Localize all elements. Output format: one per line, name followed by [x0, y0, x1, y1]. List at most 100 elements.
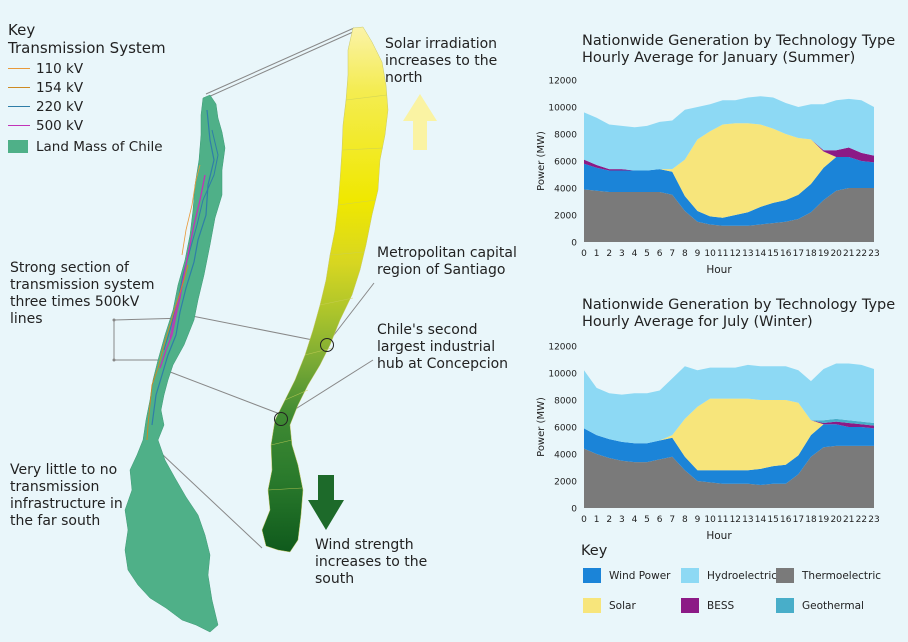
x-tick-label: 22 — [856, 515, 867, 525]
x-tick-label: 3 — [619, 249, 625, 259]
connector-lines — [113, 27, 375, 549]
key-item-land-mass: Land Mass of Chile — [8, 137, 166, 156]
far-south-annotation: Very little to no transmission infrastru… — [10, 462, 123, 530]
chart-1-title: Nationwide Generation by Technology Type… — [582, 33, 895, 67]
legend-label: Hydroelectric — [707, 569, 778, 582]
annotation-line: infrastructure in — [10, 496, 123, 512]
x-tick-label: 18 — [805, 515, 817, 525]
x-tick-label: 9 — [695, 249, 701, 259]
chart-2-title: Nationwide Generation by Technology Type… — [582, 297, 895, 331]
chart-title-line: Nationwide Generation by Technology Type — [582, 33, 896, 49]
key-item-label: 500 kV — [36, 117, 84, 134]
annotation-line: region of Santiago — [377, 262, 506, 278]
key-title: Key — [8, 21, 36, 39]
chart-subtitle-line: Hourly Average for January (Summer) — [582, 50, 856, 66]
santiago-pointer — [329, 282, 375, 341]
chart-title-line: Nationwide Generation by Technology Type — [582, 297, 896, 313]
y-axis-label: Power (MW) — [536, 131, 547, 191]
chile-maps — [112, 26, 437, 633]
x-tick-label: 4 — [632, 249, 638, 259]
y-tick-label: 10000 — [548, 104, 577, 114]
y-tick-label: 8000 — [554, 397, 577, 407]
annotation-line: increases to the — [315, 554, 428, 570]
strong-section-annotation: Strong section of transmission system th… — [10, 260, 155, 328]
area-geothermal — [584, 398, 874, 444]
x-tick-label: 14 — [755, 249, 767, 259]
y-tick-label: 12000 — [548, 343, 577, 353]
line-220kv — [151, 109, 215, 426]
x-tick-label: 7 — [669, 249, 675, 259]
area-thermoelectric — [584, 188, 874, 242]
top-connector-b — [205, 31, 354, 99]
x-tick-label: 5 — [644, 515, 650, 525]
thermoelectric-swatch — [776, 568, 794, 583]
top-connector-a — [205, 27, 355, 95]
x-tick-label: 21 — [843, 515, 854, 525]
solar-arrow-icon — [403, 94, 437, 150]
bottom-connector — [146, 439, 263, 549]
annotation-line: Very little to no — [10, 462, 118, 478]
region-border — [342, 147, 384, 151]
region-border — [329, 251, 365, 256]
x-tick-label: 23 — [868, 249, 879, 259]
x-tick-label: 1 — [594, 249, 600, 259]
wind-power-swatch — [583, 568, 601, 583]
geothermal-swatch — [776, 598, 794, 613]
x-tick-label: 2 — [606, 515, 612, 525]
x-tick-label: 15 — [767, 515, 778, 525]
annotation-line: south — [315, 571, 355, 587]
x-tick-label: 10 — [704, 249, 716, 259]
region-border — [270, 439, 293, 446]
annotation-line: the far south — [10, 513, 101, 529]
x-tick-label: 9 — [695, 515, 701, 525]
bess-swatch — [681, 598, 699, 613]
region-border — [319, 297, 354, 306]
concepcion-connector — [164, 369, 281, 415]
x-tick-label: 17 — [793, 515, 804, 525]
x-tick-label: 15 — [767, 249, 778, 259]
hydroelectric-swatch — [681, 568, 699, 583]
y-tick-label: 0 — [571, 505, 577, 515]
y-tick-label: 2000 — [554, 212, 577, 222]
key-item-220kv: 220 kV — [8, 97, 166, 116]
x-tick-label: 22 — [856, 249, 867, 259]
y-tick-label: 10000 — [548, 370, 577, 380]
legend-solar: Solar — [583, 598, 636, 613]
region-border — [284, 389, 309, 401]
annotation-line: Wind strength — [315, 537, 414, 553]
annotation-line: transmission system — [10, 277, 155, 293]
solar-annotation: Solar irradiation increases to the north — [385, 36, 497, 87]
key-item-110kv: 110 kV — [8, 59, 166, 78]
x-tick-label: 1 — [594, 515, 600, 525]
legend-bess: BESS — [681, 598, 734, 613]
x-tick-label: 16 — [780, 515, 792, 525]
concepcion-marker — [274, 412, 288, 426]
solar-swatch — [583, 598, 601, 613]
area-hydroelectric — [584, 363, 874, 444]
annotation-line: lines — [10, 311, 43, 327]
x-tick-label: 16 — [780, 249, 792, 259]
x-tick-label: 12 — [730, 249, 741, 259]
y-tick-label: 4000 — [554, 451, 577, 461]
line-110kv — [181, 164, 201, 256]
x-tick-label: 6 — [657, 515, 663, 525]
area-wind-power — [584, 424, 874, 486]
x-tick-label: 10 — [704, 515, 716, 525]
wind-arrow-icon — [308, 475, 344, 530]
x-axis-label: Hour — [706, 530, 732, 542]
x-tick-label: 5 — [644, 249, 650, 259]
annotation-line: hub at Concepcion — [377, 356, 509, 372]
x-tick-label: 3 — [619, 515, 625, 525]
annotation-line: Solar irradiation — [385, 36, 498, 52]
x-tick-label: 20 — [830, 515, 842, 525]
y-axis-label: Power (MW) — [536, 397, 547, 457]
area-solar — [584, 398, 874, 471]
x-tick-label: 6 — [657, 249, 663, 259]
annotation-line: three times 500kV — [10, 294, 140, 310]
bracket-dot-top — [112, 318, 116, 322]
transmission-key: Key Transmission System 110 kV 154 kV 22… — [8, 21, 166, 156]
y-tick-label: 4000 — [554, 185, 577, 195]
key-item-500kv: 500 kV — [8, 116, 166, 135]
santiago-marker — [320, 338, 334, 352]
